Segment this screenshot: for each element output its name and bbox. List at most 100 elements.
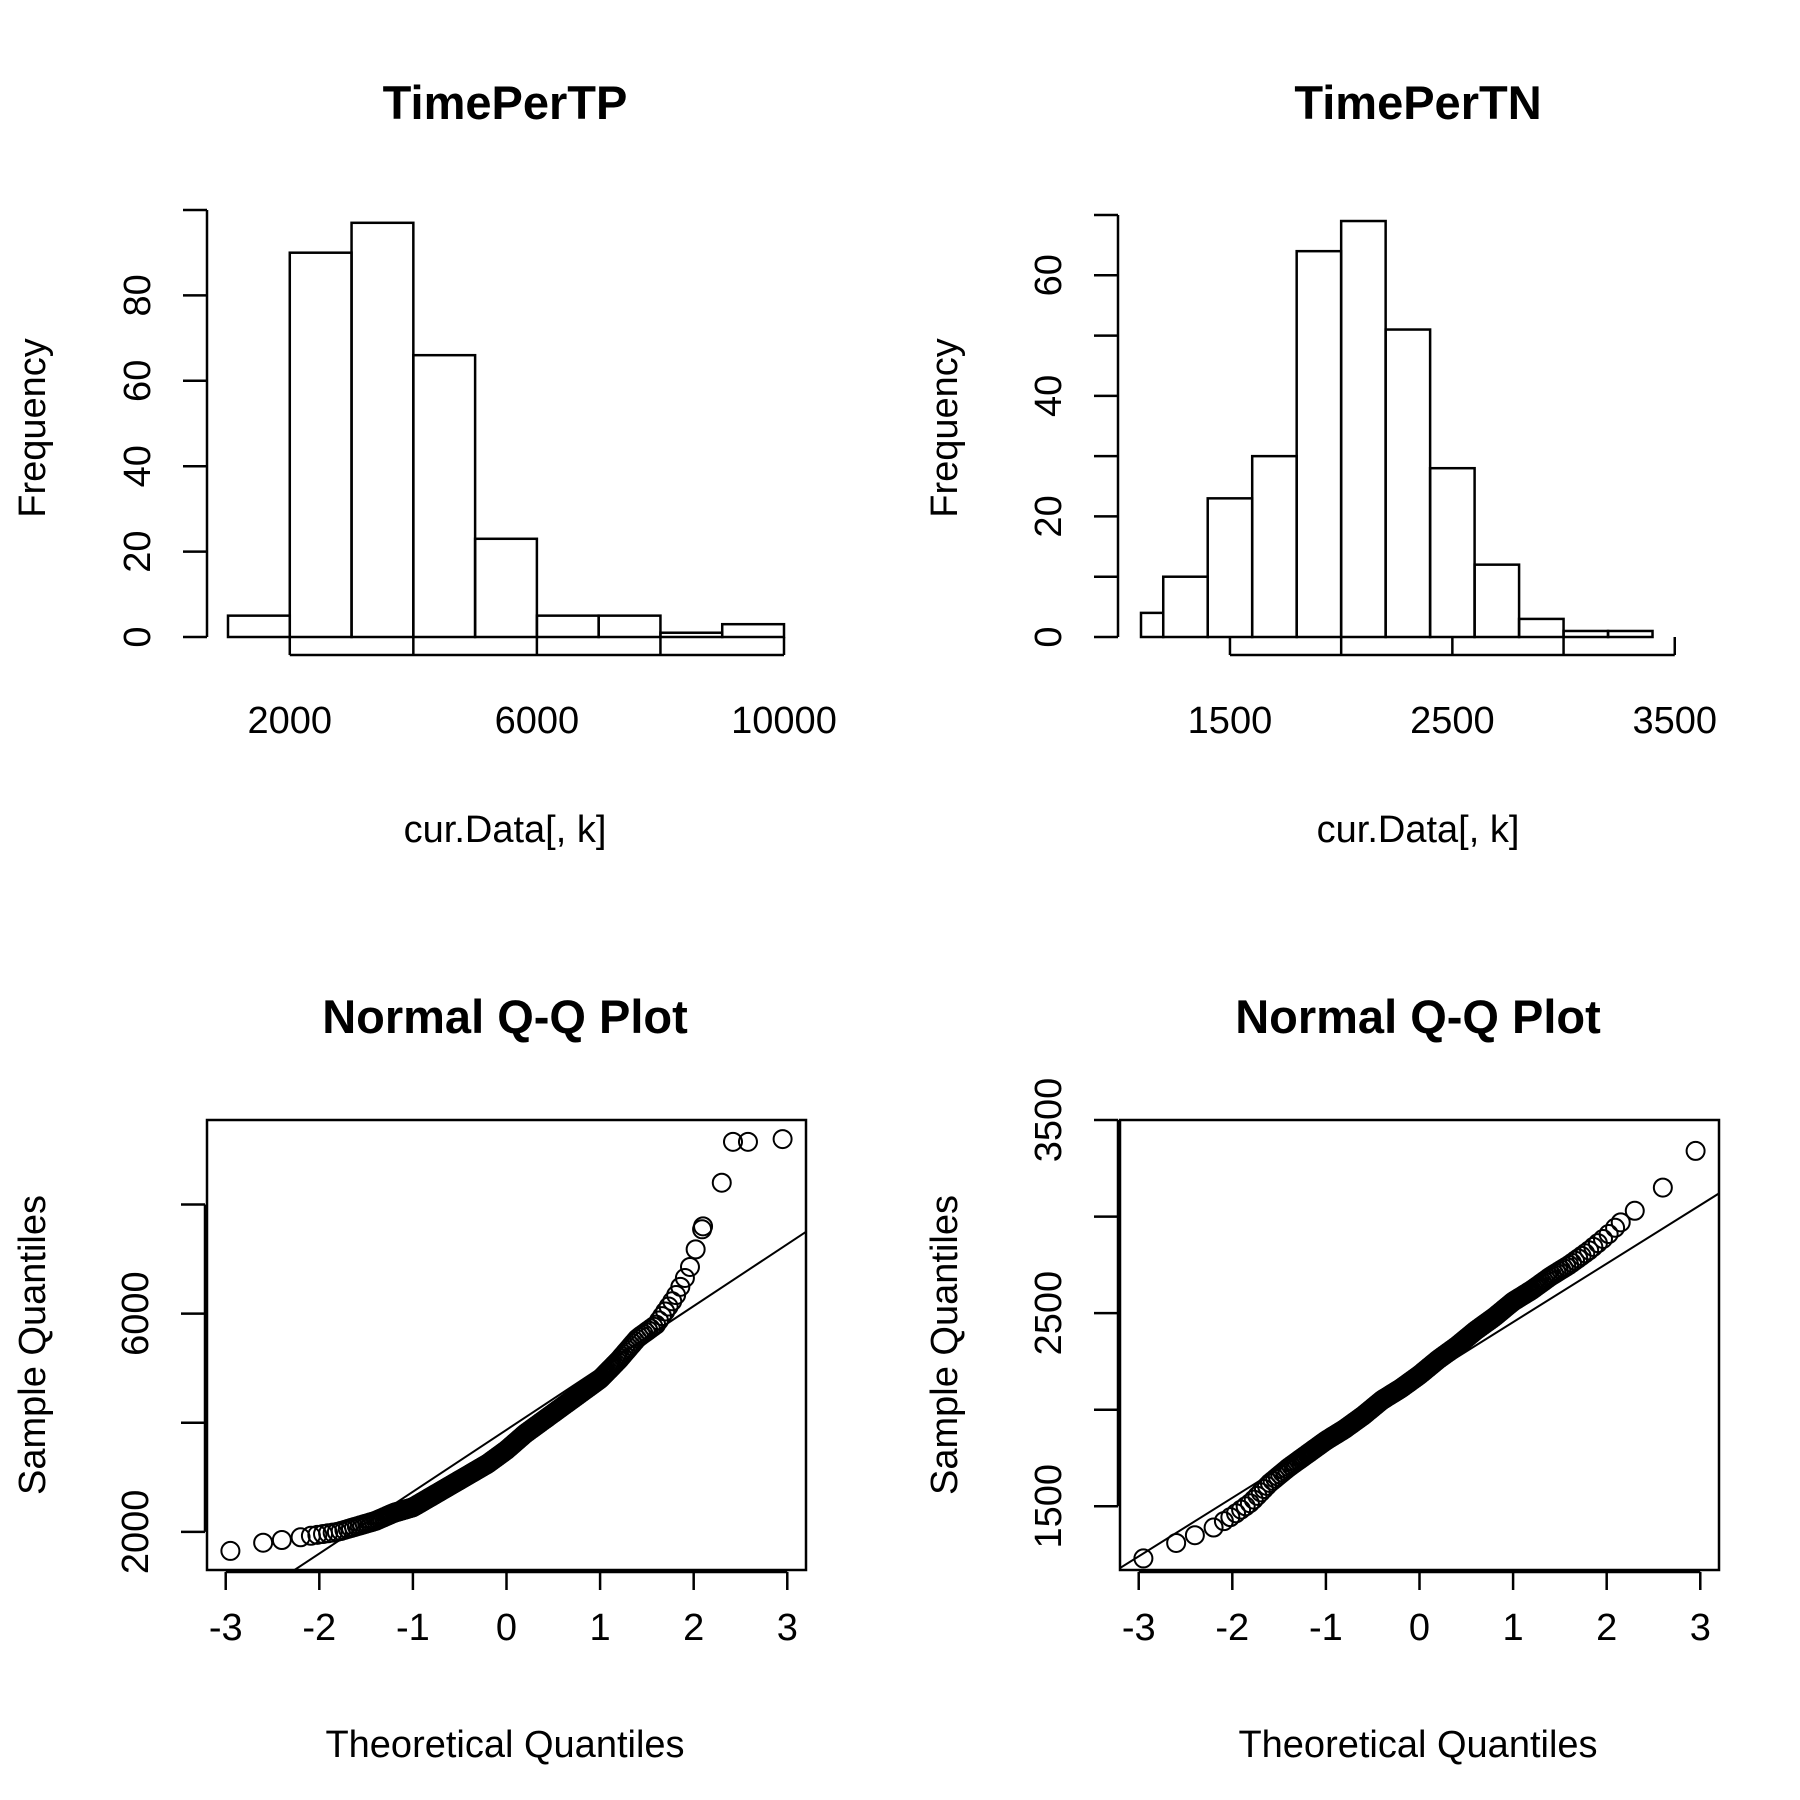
qq-point xyxy=(1685,1140,1706,1161)
qq-point xyxy=(772,1129,793,1150)
qq-point xyxy=(220,1540,241,1561)
histogram-bar xyxy=(1517,617,1565,639)
x-tick-label: 1 xyxy=(1503,1607,1524,1649)
plot-frame xyxy=(205,1118,808,1572)
histogram-bar xyxy=(288,251,353,639)
qq-point xyxy=(1605,1217,1626,1238)
x-tick-label: -2 xyxy=(1215,1607,1249,1649)
x-tick-label: -3 xyxy=(209,1607,243,1649)
x-tick-label: 2 xyxy=(683,1607,704,1649)
x-tick-label: -2 xyxy=(302,1607,336,1649)
qq-point xyxy=(1184,1525,1205,1546)
histogram-bar xyxy=(1161,575,1209,639)
x-tick-label: 10000 xyxy=(731,700,837,742)
qq-point xyxy=(1239,1493,1260,1514)
x-tick-label: 2000 xyxy=(248,700,333,742)
qq-reference-line xyxy=(292,1230,806,1570)
histogram-bar xyxy=(350,221,415,639)
y-tick-label: 2500 xyxy=(1028,1271,1070,1356)
histogram-bar xyxy=(1295,249,1343,639)
histogram-bar xyxy=(412,353,477,639)
chart-title: TimePerTP xyxy=(383,76,628,129)
x-tick-label: 2500 xyxy=(1410,700,1495,742)
y-axis-label: Sample Quantiles xyxy=(12,1195,54,1495)
x-tick-label: 0 xyxy=(1409,1607,1430,1649)
qq-point xyxy=(290,1527,311,1548)
qq-point xyxy=(685,1239,706,1260)
y-tick-label: 80 xyxy=(117,274,159,316)
panel-histogram-tp: TimePerTP cur.Data[, k] Frequency 2000 60… xyxy=(12,76,837,851)
histogram-bar xyxy=(1473,563,1521,639)
chart-title: Normal Q-Q Plot xyxy=(322,990,688,1043)
x-tick-label: 2 xyxy=(1596,1607,1617,1649)
x-tick-label: 1500 xyxy=(1188,700,1273,742)
chart-title: Normal Q-Q Plot xyxy=(1235,990,1601,1043)
panel-qq-tn: Normal Q-Q Plot Theoretical Quantiles Sa… xyxy=(924,990,1721,1766)
y-tick-label: 20 xyxy=(1028,495,1070,537)
chart-title: TimePerTN xyxy=(1294,76,1541,129)
qq-point xyxy=(253,1532,274,1553)
histogram-bar xyxy=(1339,219,1387,639)
y-tick-label: 60 xyxy=(117,360,159,402)
y-tick-label: 40 xyxy=(1028,375,1070,417)
x-tick-label: 3500 xyxy=(1632,700,1717,742)
qq-point xyxy=(674,1267,695,1288)
x-axis-label: Theoretical Quantiles xyxy=(1238,1724,1597,1766)
qq-point xyxy=(1133,1548,1154,1569)
histogram-bar xyxy=(720,622,786,639)
x-tick-label: -1 xyxy=(396,1607,430,1649)
qq-point xyxy=(693,1216,714,1237)
qq-point xyxy=(1166,1532,1187,1553)
x-tick-label: -1 xyxy=(1309,1607,1343,1649)
histogram-bar xyxy=(226,614,292,639)
qq-point xyxy=(271,1530,292,1550)
qq-point xyxy=(722,1131,743,1152)
y-tick-label: 3500 xyxy=(1028,1078,1070,1163)
histogram-bar xyxy=(1428,466,1476,639)
x-axis-label: cur.Data[, k] xyxy=(1317,809,1520,851)
y-tick-label: 6000 xyxy=(115,1271,157,1356)
x-tick-label: 0 xyxy=(496,1607,517,1649)
qq-point xyxy=(1598,1223,1619,1244)
y-tick-label: 2000 xyxy=(115,1490,157,1575)
x-tick-label: 3 xyxy=(777,1607,798,1649)
qq-point xyxy=(1592,1228,1613,1249)
x-tick-label: 6000 xyxy=(495,700,580,742)
x-tick-label: 1 xyxy=(590,1607,611,1649)
histogram-bar xyxy=(473,537,539,639)
qq-point xyxy=(658,1296,679,1317)
x-tick-label: 3 xyxy=(1690,1607,1711,1649)
y-tick-label: 60 xyxy=(1028,254,1070,296)
histogram-bar xyxy=(535,614,600,639)
panel-histogram-tn: TimePerTN cur.Data[, k] Frequency 1500 25… xyxy=(924,76,1717,851)
qq-point xyxy=(1610,1212,1631,1233)
qq-point xyxy=(711,1172,732,1193)
y-tick-label: 40 xyxy=(117,445,159,487)
histogram-bar xyxy=(597,614,662,639)
y-tick-label: 1500 xyxy=(1028,1464,1070,1549)
histogram-bar xyxy=(1562,629,1610,639)
y-axis-label: Frequency xyxy=(924,338,966,518)
qq-point xyxy=(737,1131,758,1152)
y-axis-label: Frequency xyxy=(12,338,54,518)
plot-frame xyxy=(1118,1118,1721,1572)
y-axis-label: Sample Quantiles xyxy=(924,1195,966,1495)
qq-point xyxy=(1220,1507,1241,1528)
histogram-bar xyxy=(1139,611,1165,639)
y-tick-label: 0 xyxy=(1028,626,1070,647)
qq-point xyxy=(1652,1177,1673,1198)
panel-qq-tp: Normal Q-Q Plot Theoretical Quantiles Sa… xyxy=(12,990,808,1766)
qq-point xyxy=(1243,1489,1264,1510)
histogram-bar xyxy=(1206,497,1254,639)
histogram-bar xyxy=(659,631,724,639)
qq-point xyxy=(655,1301,676,1322)
histogram-bar xyxy=(1606,629,1654,639)
qq-point xyxy=(1624,1200,1645,1221)
histogram-bar xyxy=(1250,454,1298,639)
x-axis-label: cur.Data[, k] xyxy=(404,809,607,851)
qq-point xyxy=(1203,1517,1224,1538)
x-tick-label: -3 xyxy=(1122,1607,1156,1649)
histogram-bar xyxy=(1384,328,1432,639)
qq-point xyxy=(1565,1250,1586,1271)
